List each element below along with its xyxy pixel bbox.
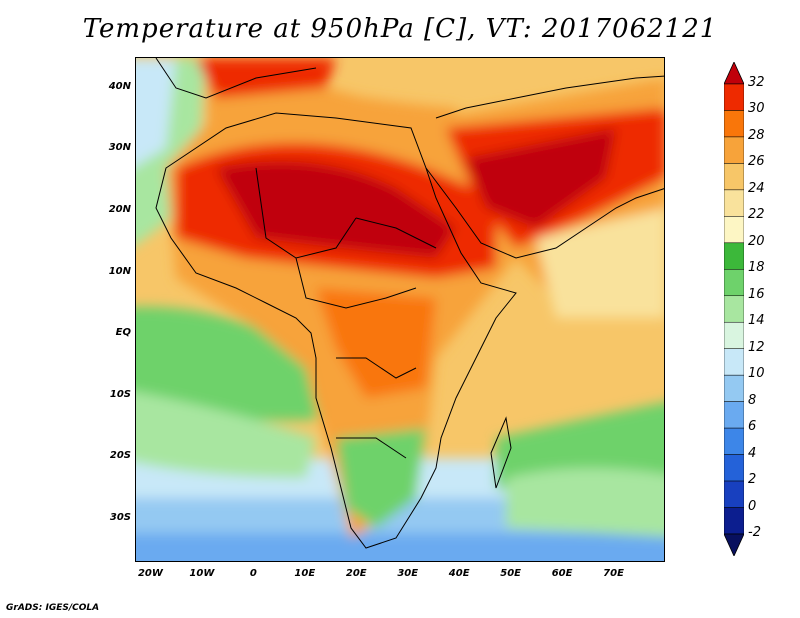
lat-label: 30S bbox=[109, 511, 131, 523]
lon-label: 10E bbox=[294, 568, 316, 579]
colorbar-level-label: 8 bbox=[748, 392, 757, 408]
colorbar-level-label: 4 bbox=[748, 445, 757, 461]
lon-label: 10W bbox=[189, 568, 215, 579]
colorbar-level-label: -2 bbox=[748, 525, 761, 540]
colorbar-bin bbox=[724, 83, 744, 111]
colorbar-bin bbox=[724, 216, 744, 244]
colorbar-level-label: 16 bbox=[748, 286, 765, 302]
footer-credit: GrADS: IGES/COLA bbox=[6, 603, 100, 613]
lon-label: 20E bbox=[345, 568, 367, 579]
colorbar-level-label: 24 bbox=[748, 180, 765, 196]
colorbar-level-label: 10 bbox=[748, 366, 765, 382]
lat-label: 20N bbox=[108, 203, 131, 215]
lat-label: 40N bbox=[108, 80, 131, 92]
colorbar-bin bbox=[724, 454, 744, 482]
colorbar-bin bbox=[724, 427, 744, 455]
colorbar-min-arrow bbox=[724, 533, 744, 556]
colorbar-level-label: 6 bbox=[748, 419, 757, 435]
colorbar-bin bbox=[724, 507, 744, 535]
colorbar-level-label: 32 bbox=[748, 75, 765, 90]
colorbar-level-label: 30 bbox=[748, 101, 765, 117]
colorbar-level-label: 20 bbox=[748, 233, 765, 249]
temperature-map[interactable] bbox=[135, 57, 665, 562]
colorbar-bin bbox=[724, 110, 744, 138]
colorbar-bin bbox=[724, 242, 744, 270]
colorbar-bin bbox=[724, 480, 744, 508]
colorbar-bin bbox=[724, 348, 744, 376]
lon-label: 40E bbox=[448, 568, 470, 579]
colorbar-bin bbox=[724, 189, 744, 217]
colorbar-bin bbox=[724, 295, 744, 323]
colorbar-level-label: 22 bbox=[748, 207, 765, 223]
lon-label: 60E bbox=[551, 568, 573, 579]
lon-label: 0 bbox=[249, 568, 257, 579]
colorbar-max-arrow bbox=[724, 62, 744, 85]
colorbar-bin bbox=[724, 269, 744, 297]
lon-label: 50E bbox=[500, 568, 521, 579]
lat-label: 20S bbox=[109, 450, 131, 462]
colorbar-bin bbox=[724, 136, 744, 164]
coastlines bbox=[155, 58, 664, 549]
colorbar-bin bbox=[724, 163, 744, 191]
colorbar-level-label: 18 bbox=[748, 260, 765, 276]
colorbar-level-label: 14 bbox=[748, 313, 765, 329]
temperature-field bbox=[136, 58, 664, 561]
colorbar-level-label: 26 bbox=[748, 154, 765, 170]
colorbar-bin bbox=[724, 321, 744, 349]
chart-title: Temperature at 950hPa [C], VT: 201706212… bbox=[82, 14, 718, 44]
lat-label: 10N bbox=[108, 265, 131, 277]
colorbar-bin bbox=[724, 374, 744, 402]
lat-label: 10S bbox=[109, 388, 131, 400]
lon-label: 30E bbox=[397, 568, 419, 579]
colorbar-level-label: 28 bbox=[748, 127, 765, 143]
colorbar bbox=[724, 62, 744, 556]
colorbar-level-label: 2 bbox=[748, 472, 757, 488]
colorbar-level-label: 0 bbox=[748, 498, 757, 514]
colorbar-level-label: 12 bbox=[748, 339, 765, 355]
colorbar-bin bbox=[724, 401, 744, 429]
lat-label: 30N bbox=[108, 142, 131, 154]
lon-label: 20W bbox=[137, 568, 163, 579]
lon-label: 70E bbox=[603, 568, 624, 579]
lat-label: EQ bbox=[115, 327, 131, 339]
